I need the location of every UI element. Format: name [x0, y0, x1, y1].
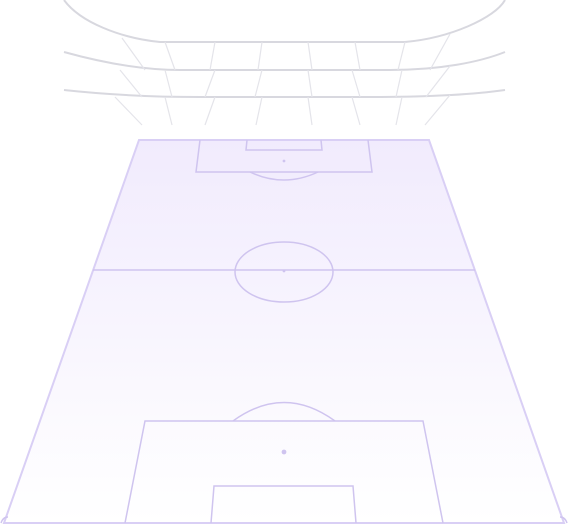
far-goal-area [245, 139, 323, 151]
far-penalty-arc [249, 171, 319, 181]
stand-tier-lower [63, 89, 506, 98]
far-penalty-area [195, 139, 373, 173]
centre-circle [234, 241, 334, 303]
stand-tier-upper [63, 0, 506, 43]
stand-tier-middle [63, 51, 506, 71]
corner-arc-right [559, 516, 568, 524]
football-pitch [0, 139, 568, 524]
near-penalty-area [124, 420, 444, 524]
stadium-stands [63, 0, 506, 126]
near-goal-area [210, 485, 357, 524]
pitch-surface [2, 139, 566, 524]
far-penalty-spot [282, 159, 286, 163]
centre-spot [282, 269, 286, 273]
near-penalty-arc [232, 401, 336, 422]
near-penalty-spot [281, 449, 287, 455]
corner-arc-left [0, 516, 9, 524]
stand-ribs [114, 33, 451, 126]
